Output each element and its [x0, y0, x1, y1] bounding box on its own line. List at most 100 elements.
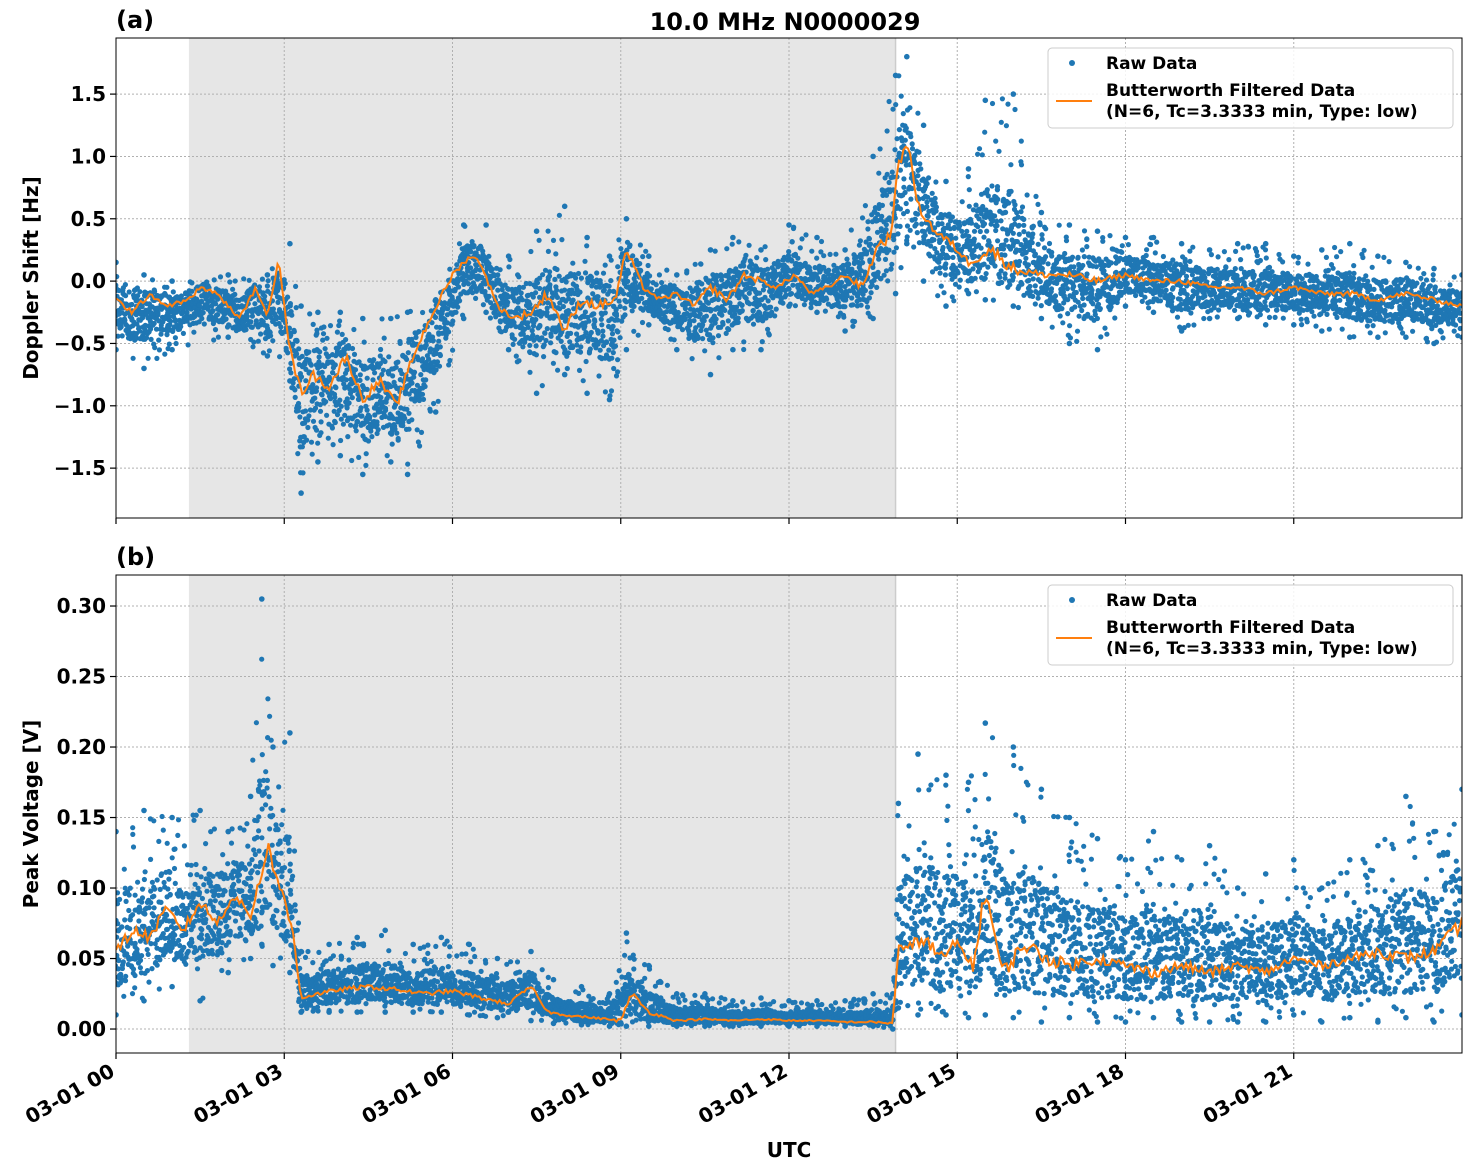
raw-data-point: [570, 297, 576, 303]
raw-data-point: [722, 307, 728, 313]
raw-data-point: [1013, 238, 1019, 245]
raw-data-point: [319, 369, 325, 375]
raw-data-point: [992, 213, 998, 219]
raw-data-point: [313, 427, 320, 433]
raw-data-point: [888, 266, 894, 272]
raw-data-point: [533, 290, 539, 296]
raw-data-point: [892, 147, 898, 153]
raw-data-point: [690, 295, 696, 301]
raw-data-point: [982, 275, 988, 281]
raw-data-point: [953, 235, 959, 241]
raw-data-point: [893, 245, 900, 251]
raw-data-point: [420, 396, 427, 402]
raw-data-point: [994, 184, 1001, 190]
raw-data-point: [545, 228, 551, 234]
raw-data-point: [251, 339, 257, 345]
raw-data-point: [976, 216, 982, 222]
raw-data-point: [1021, 216, 1027, 222]
raw-data-point: [1043, 254, 1049, 260]
raw-data-point: [432, 314, 439, 320]
raw-data-point: [386, 354, 392, 360]
raw-data-point: [596, 373, 602, 379]
raw-data-point: [317, 349, 323, 355]
raw-data-point: [564, 333, 570, 339]
raw-data-point: [818, 238, 825, 245]
raw-data-point: [615, 264, 621, 270]
raw-data-point: [663, 309, 670, 315]
raw-data-point: [996, 148, 1002, 154]
raw-data-point: [592, 318, 598, 324]
raw-data-point: [1299, 322, 1305, 328]
raw-data-point: [520, 284, 527, 290]
raw-data-point: [227, 279, 233, 285]
raw-data-point: [1184, 292, 1190, 298]
raw-data-point: [232, 278, 238, 284]
raw-data-point: [591, 311, 597, 317]
raw-data-point: [1214, 266, 1220, 272]
raw-data-point: [924, 204, 930, 210]
raw-data-point: [496, 311, 502, 317]
raw-data-point: [986, 239, 992, 245]
raw-data-point: [1057, 313, 1063, 319]
raw-data-point: [558, 338, 564, 344]
raw-data-point: [574, 342, 580, 348]
raw-data-point: [771, 261, 777, 267]
raw-data-point: [703, 327, 709, 333]
raw-data-point: [990, 297, 997, 303]
raw-data-point: [716, 355, 722, 361]
raw-data-point: [422, 383, 428, 390]
raw-data-point: [693, 325, 699, 331]
raw-data-point: [971, 228, 978, 234]
raw-data-point: [940, 244, 946, 251]
raw-data-point: [1069, 254, 1076, 260]
raw-data-point: [411, 369, 418, 375]
raw-data-point: [129, 301, 135, 308]
raw-data-point: [563, 279, 569, 285]
raw-data-point: [615, 357, 621, 363]
raw-data-point: [469, 290, 476, 296]
raw-data-point: [763, 257, 769, 263]
raw-data-point: [1300, 307, 1306, 313]
raw-data-point: [381, 335, 387, 341]
raw-data-point: [789, 258, 795, 264]
raw-data-point: [547, 269, 553, 275]
raw-data-point: [568, 330, 574, 336]
raw-data-point: [566, 296, 572, 302]
raw-data-point: [260, 350, 266, 356]
raw-data-point: [912, 160, 918, 166]
raw-data-point: [1323, 298, 1329, 304]
raw-data-point: [901, 184, 907, 190]
raw-data-point: [1174, 314, 1181, 320]
raw-data-point: [659, 280, 665, 286]
raw-data-point: [1010, 230, 1016, 236]
raw-data-point: [975, 151, 981, 157]
raw-data-point: [1032, 283, 1038, 289]
raw-data-point: [307, 311, 313, 317]
raw-data-point: [775, 258, 781, 264]
raw-data-point: [414, 427, 420, 433]
raw-data-point: [950, 254, 956, 260]
raw-data-point: [754, 255, 760, 261]
raw-data-point: [1003, 237, 1009, 243]
raw-data-point: [199, 315, 205, 322]
raw-data-point: [665, 327, 671, 333]
raw-data-point: [741, 346, 747, 353]
raw-data-point: [533, 284, 539, 290]
raw-data-point: [881, 237, 887, 243]
raw-data-point: [582, 309, 589, 315]
raw-data-point: [530, 294, 536, 300]
raw-data-point: [729, 241, 735, 247]
raw-data-point: [916, 240, 923, 246]
raw-data-point: [212, 301, 219, 307]
raw-data-point: [814, 275, 821, 281]
raw-data-point: [826, 271, 832, 277]
raw-data-point: [252, 301, 258, 307]
raw-data-point: [434, 359, 441, 365]
raw-data-point: [702, 348, 708, 354]
raw-data-point: [563, 316, 569, 322]
raw-data-point: [902, 189, 908, 196]
raw-data-point: [870, 264, 876, 270]
raw-data-point: [637, 261, 643, 267]
raw-data-point: [527, 301, 533, 307]
raw-data-point: [133, 312, 139, 318]
